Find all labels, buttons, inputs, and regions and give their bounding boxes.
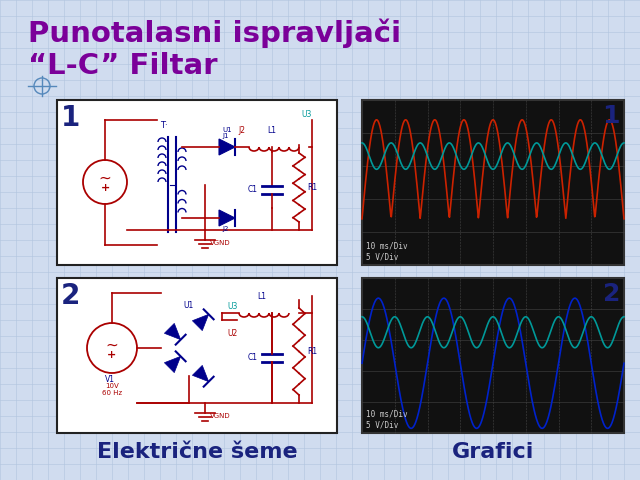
Polygon shape (193, 365, 209, 382)
Text: J2: J2 (222, 226, 228, 232)
Bar (57, 278, 337, 433)
Text: U3: U3 (227, 302, 237, 311)
Polygon shape (219, 210, 235, 226)
Polygon shape (193, 314, 209, 331)
Text: 10 ms/Div
5 V/Div: 10 ms/Div 5 V/Div (366, 241, 408, 261)
Bar (362, 278, 624, 433)
Polygon shape (164, 324, 180, 340)
Text: +: + (100, 183, 109, 193)
Polygon shape (164, 356, 180, 372)
Text: J2: J2 (239, 126, 246, 135)
Text: +: + (108, 350, 116, 360)
Text: ~: ~ (106, 338, 118, 353)
Text: VGND: VGND (210, 413, 230, 419)
Text: Električne šeme: Električne šeme (97, 442, 298, 462)
Text: U1: U1 (184, 301, 194, 310)
Text: J1: J1 (222, 133, 228, 139)
Text: Punotalasni ispravljači: Punotalasni ispravljači (28, 18, 401, 48)
Text: 1: 1 (602, 104, 620, 128)
Bar (362, 100, 624, 265)
Polygon shape (219, 139, 235, 155)
Bar (57, 100, 337, 265)
Text: 1: 1 (61, 104, 80, 132)
Text: C1: C1 (248, 185, 258, 194)
Text: C1: C1 (248, 353, 258, 362)
Text: V1: V1 (105, 375, 115, 384)
Text: 2: 2 (603, 282, 620, 306)
Text: U2: U2 (227, 329, 237, 338)
Text: “L-C” Filtar: “L-C” Filtar (28, 52, 218, 80)
Text: R1: R1 (307, 182, 317, 192)
Text: R1: R1 (307, 347, 317, 356)
Text: T·: T· (160, 121, 168, 130)
Text: L1: L1 (257, 292, 266, 301)
Text: Grafici: Grafici (452, 442, 534, 462)
Text: U3: U3 (302, 110, 312, 119)
Text: ~: ~ (99, 171, 111, 186)
Text: U1: U1 (222, 127, 232, 133)
Text: L1: L1 (268, 126, 276, 135)
Text: 10V
60 Hz: 10V 60 Hz (102, 383, 122, 396)
Text: VGND: VGND (210, 240, 230, 246)
Text: 2: 2 (61, 282, 81, 310)
Text: 10 ms/Div
5 V/Div: 10 ms/Div 5 V/Div (366, 409, 408, 429)
